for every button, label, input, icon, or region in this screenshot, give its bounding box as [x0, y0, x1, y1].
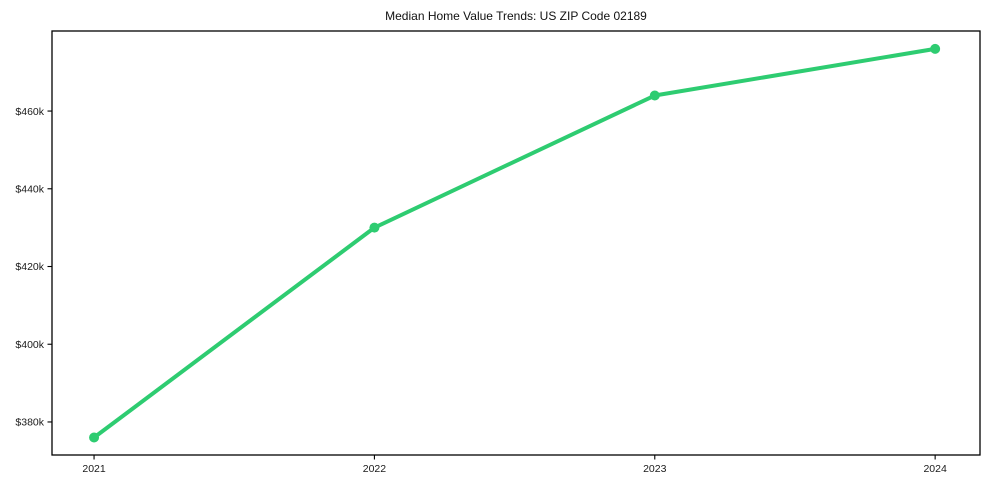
x-tick-label: 2022	[363, 463, 387, 475]
plot-border	[51, 30, 981, 456]
y-tick-label: $380k	[15, 417, 44, 429]
trend-line	[92, 46, 938, 440]
plot-frame	[51, 30, 981, 456]
y-tick-label: $460k	[15, 106, 44, 118]
y-tick-label: $440k	[15, 183, 44, 195]
y-tick-label: $420k	[15, 261, 44, 273]
data-point-2022	[369, 222, 380, 233]
data-series	[89, 43, 941, 443]
x-tick-label: 2023	[643, 463, 667, 475]
x-tick-label: 2021	[82, 463, 106, 475]
data-point-2023	[649, 90, 660, 101]
x-tick-label: 2024	[923, 463, 947, 475]
y-tick-label: $400k	[15, 339, 44, 351]
data-point-2021	[89, 432, 100, 443]
axis-ticks: $380k $400k $420k $440k $460k 2021 2022 2023 202…	[15, 106, 947, 475]
data-point-2024	[930, 43, 941, 54]
chart-title: Median Home Value Trends: US ZIP Code 02…	[385, 9, 647, 23]
